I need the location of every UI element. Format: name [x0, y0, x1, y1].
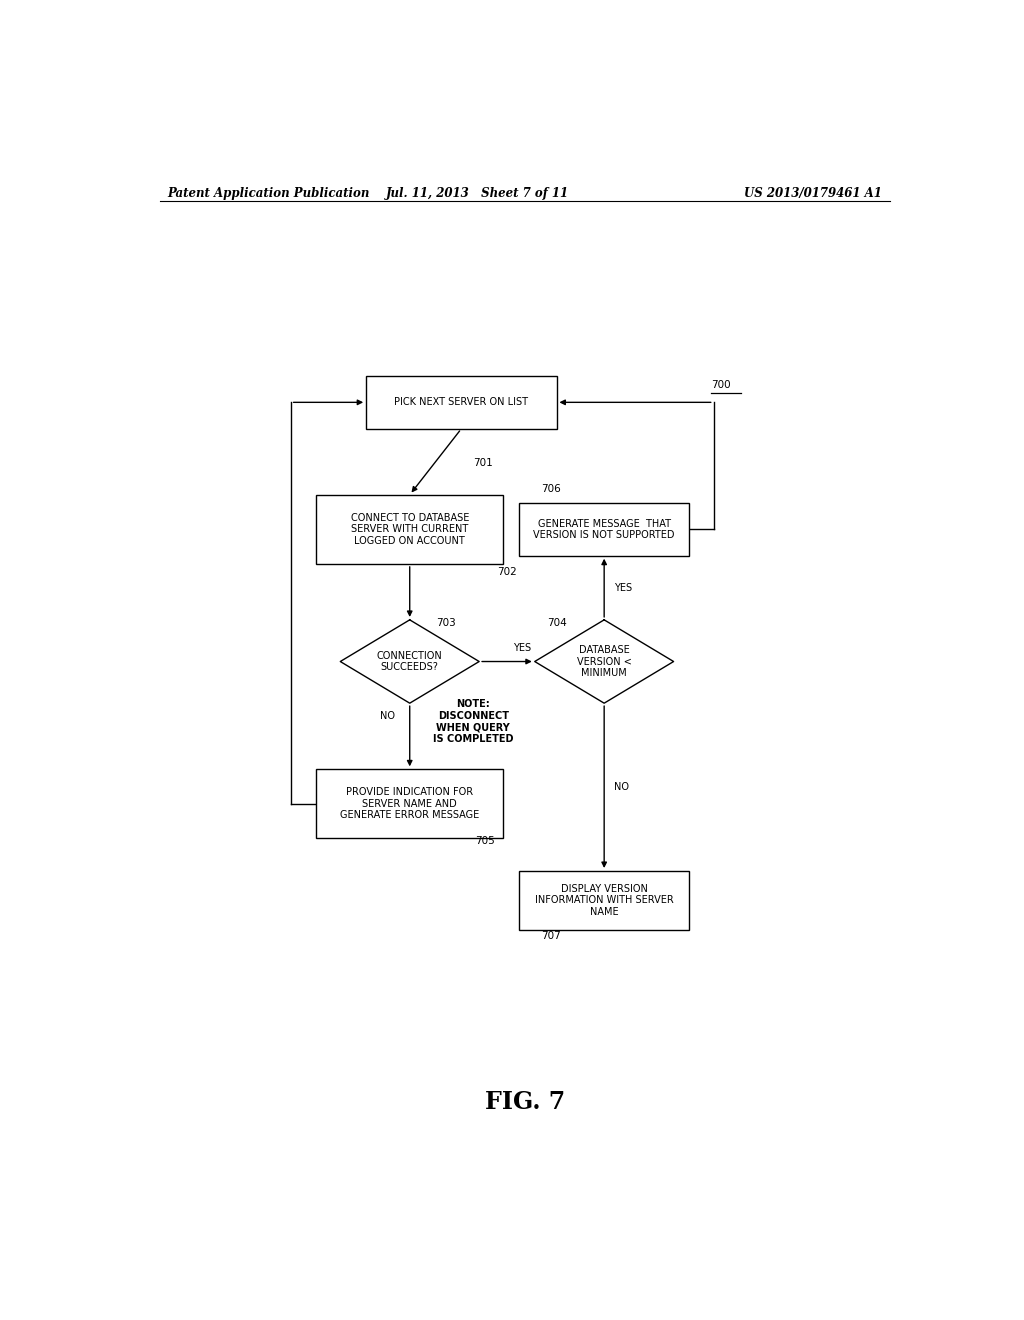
Text: 706: 706 — [541, 483, 560, 494]
Text: US 2013/0179461 A1: US 2013/0179461 A1 — [744, 187, 882, 199]
Polygon shape — [535, 620, 674, 704]
Text: YES: YES — [513, 643, 531, 653]
Polygon shape — [340, 620, 479, 704]
Text: 700: 700 — [712, 380, 731, 391]
Text: 707: 707 — [541, 931, 560, 941]
Text: GENERATE MESSAGE  THAT
VERSION IS NOT SUPPORTED: GENERATE MESSAGE THAT VERSION IS NOT SUP… — [534, 519, 675, 540]
FancyBboxPatch shape — [519, 503, 689, 556]
Text: 701: 701 — [473, 458, 493, 469]
Text: NOTE:
DISCONNECT
WHEN QUERY
IS COMPLETED: NOTE: DISCONNECT WHEN QUERY IS COMPLETED — [433, 700, 513, 744]
Text: 704: 704 — [547, 618, 566, 628]
Text: CONNECT TO DATABASE
SERVER WITH CURRENT
LOGGED ON ACCOUNT: CONNECT TO DATABASE SERVER WITH CURRENT … — [350, 512, 469, 546]
Text: 705: 705 — [475, 837, 496, 846]
Text: DATABASE
VERSION <
MINIMUM: DATABASE VERSION < MINIMUM — [577, 645, 632, 678]
Text: NO: NO — [381, 711, 395, 721]
Text: Jul. 11, 2013   Sheet 7 of 11: Jul. 11, 2013 Sheet 7 of 11 — [386, 187, 568, 199]
Text: YES: YES — [613, 583, 632, 593]
Text: DISPLAY VERSION
INFORMATION WITH SERVER
NAME: DISPLAY VERSION INFORMATION WITH SERVER … — [535, 884, 674, 917]
Text: Patent Application Publication: Patent Application Publication — [168, 187, 370, 199]
Text: PICK NEXT SERVER ON LIST: PICK NEXT SERVER ON LIST — [394, 397, 528, 408]
Text: 702: 702 — [497, 568, 517, 577]
Text: PROVIDE INDICATION FOR
SERVER NAME AND
GENERATE ERROR MESSAGE: PROVIDE INDICATION FOR SERVER NAME AND G… — [340, 787, 479, 821]
Text: FIG. 7: FIG. 7 — [484, 1089, 565, 1114]
Text: NO: NO — [613, 781, 629, 792]
FancyBboxPatch shape — [316, 770, 503, 838]
Text: 703: 703 — [436, 618, 456, 628]
FancyBboxPatch shape — [367, 376, 557, 429]
FancyBboxPatch shape — [519, 871, 689, 929]
FancyBboxPatch shape — [316, 495, 503, 564]
Text: CONNECTION
SUCCEEDS?: CONNECTION SUCCEEDS? — [377, 651, 442, 672]
